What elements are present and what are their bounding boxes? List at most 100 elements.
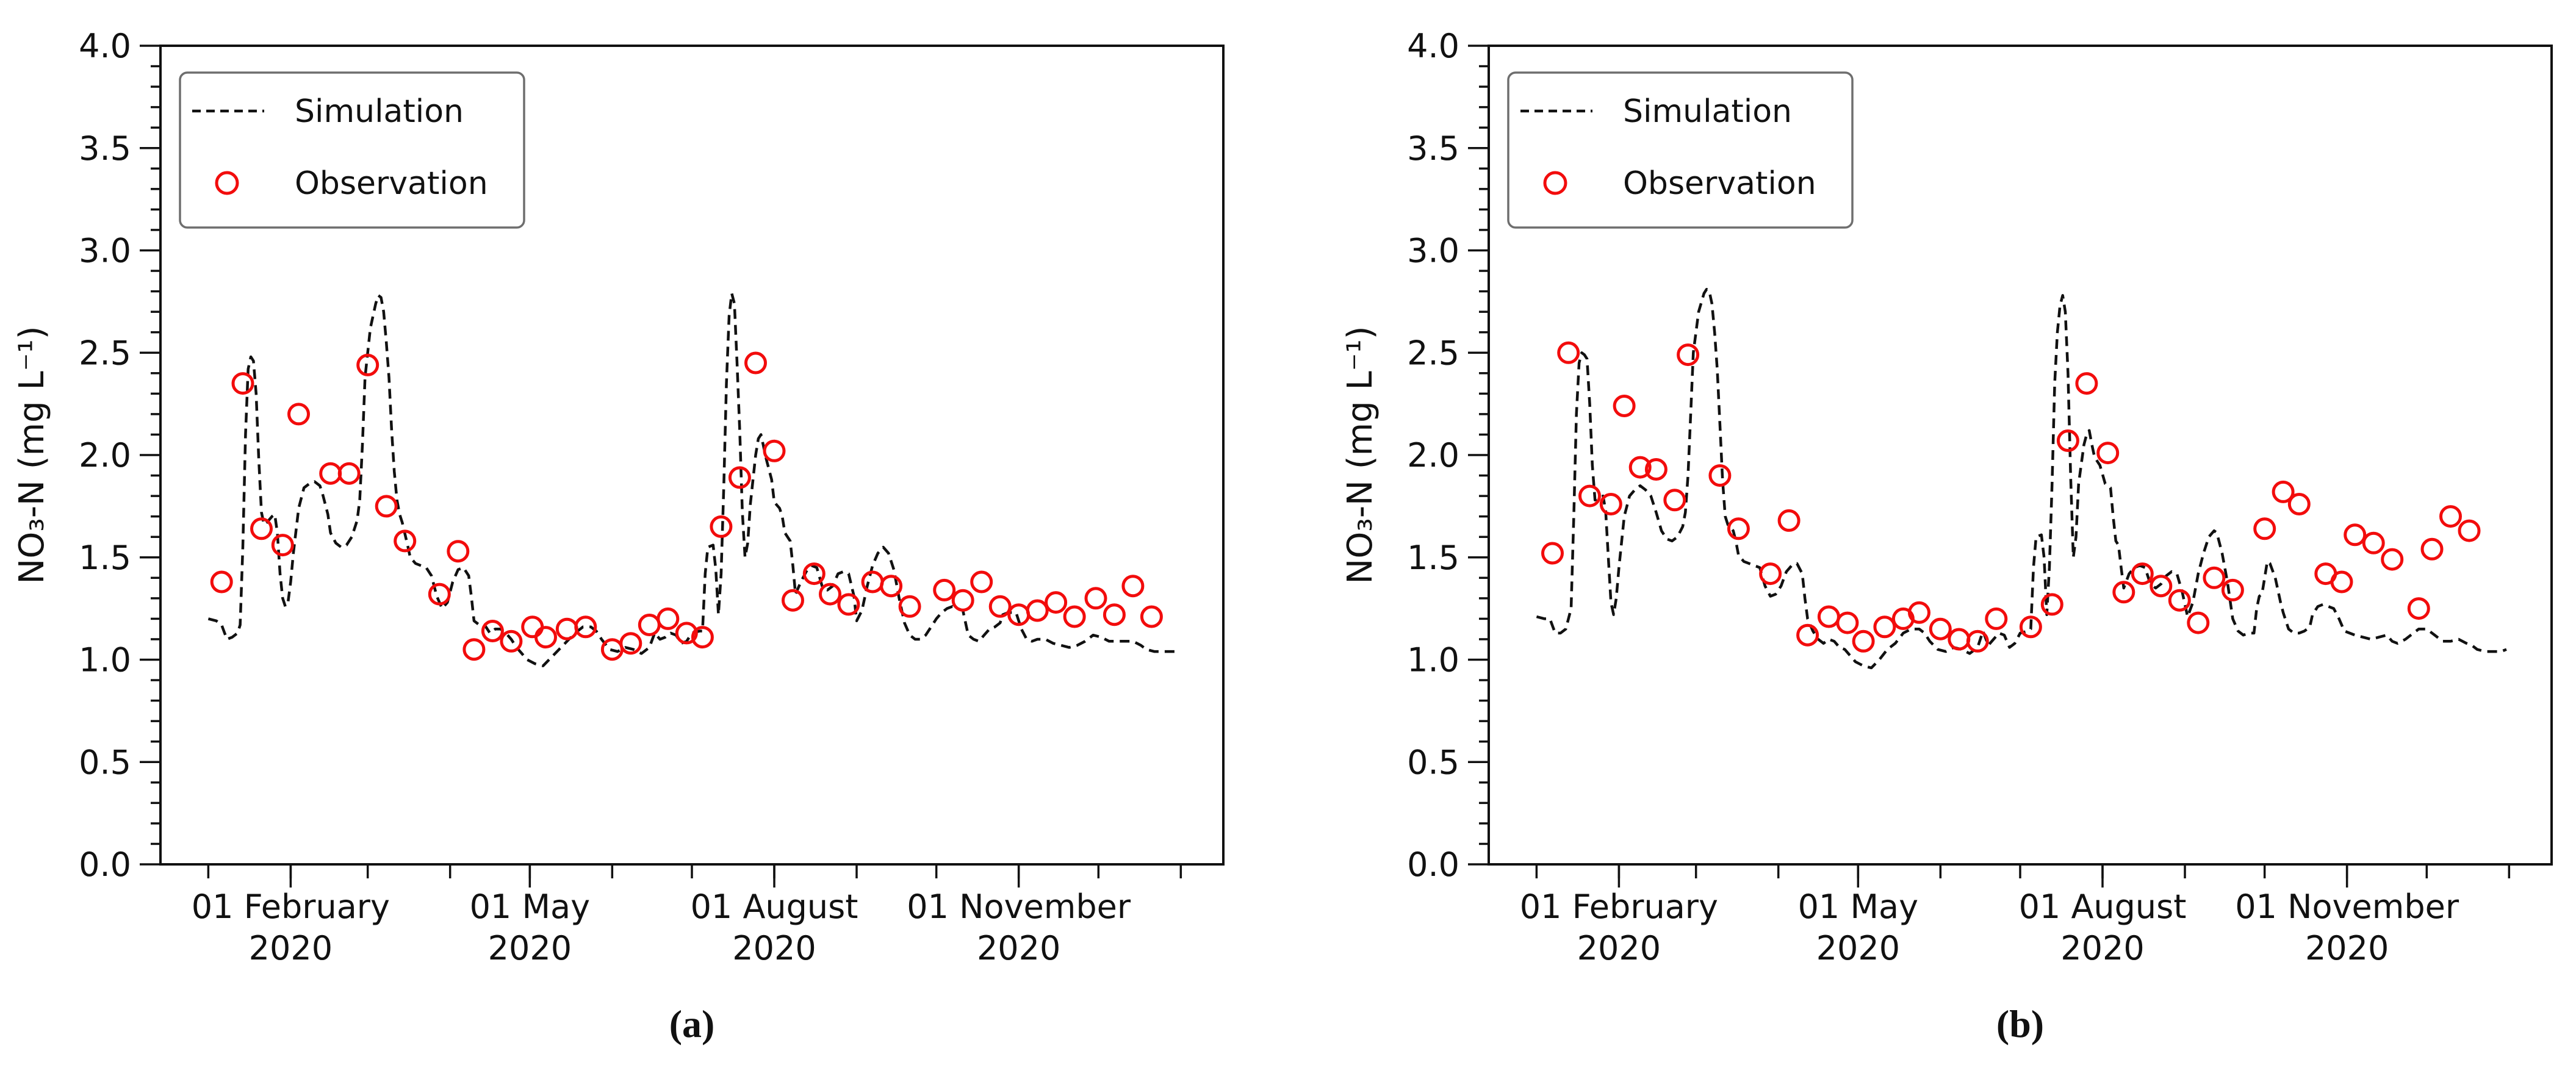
legend-label-simulation: Simulation [1623,93,1792,130]
observation-marker [837,593,860,616]
observation-marker [1985,607,2008,630]
y-axis: 0.0 0.5 1.0 1.5 2.0 2.5 3.0 3.5 4.0 [79,27,160,884]
observation-marker [933,578,956,601]
observation-marker [210,570,233,594]
y-tick-label: 2.0 [1407,436,1459,475]
observation-marker [2221,578,2244,601]
observation-marker [2056,429,2079,452]
x-tick-label: 01 August [2019,888,2187,926]
y-axis-title: NO₃-N (mg L⁻¹) [1340,326,1380,584]
x-tick-label: 2020 [1577,929,1661,967]
observation-marker [638,614,661,636]
legend-circle-sample [215,171,239,195]
observation-marker [271,534,294,557]
observation-points [210,351,1163,661]
observation-marker [2330,570,2353,594]
x-tick-label: 2020 [2060,929,2144,967]
observation-marker [1663,489,1686,512]
observation-marker [250,517,273,540]
simulation-line [207,292,1178,667]
y-tick-label: 2.5 [1407,334,1459,372]
observation-marker [521,615,544,639]
x-tick-label: 2020 [249,929,333,967]
y-tick-label: 0.5 [79,743,131,781]
legend: Simulation Observation [1507,71,1854,229]
observation-marker [2381,548,2404,571]
x-tick-label: 01 February [192,888,390,926]
y-tick-label: 3.5 [1407,129,1459,168]
y-axis-title: NO₃-N (mg L⁻¹) [12,326,52,584]
observation-marker [2439,505,2462,528]
observation-marker [728,466,751,489]
observation-marker [500,629,523,653]
x-tick-label: 2020 [977,929,1060,967]
x-tick-label: 01 August [691,888,858,926]
observation-marker [1026,599,1049,622]
observation-marker [2344,523,2367,547]
observation-marker [710,515,733,538]
legend-box [179,71,525,229]
observation-marker [1140,605,1163,628]
observation-marker [1796,623,1819,647]
y-tick-label: 1.0 [1407,641,1459,680]
x-tick-label: 01 May [1798,888,1919,926]
y-tick-label: 1.0 [79,641,131,680]
panel-a: 0.00.51.01.52.02.53.03.54.001 February20… [12,27,1225,1046]
observation-marker [2407,597,2430,620]
observation-marker [2203,566,2226,589]
observation-marker [356,353,380,376]
legend-label-observation: Observation [1623,165,1816,202]
observation-marker [287,403,310,426]
observation-marker [2131,562,2154,586]
observation-marker [988,595,1012,618]
x-tick-label: 2020 [488,929,572,967]
y-tick-label: 0.5 [1407,743,1459,781]
observation-marker [1578,484,1601,508]
observation-marker [1777,509,1801,532]
y-tick-label: 3.5 [79,129,131,168]
y-tick-label: 3.0 [79,232,131,270]
y-tick-label: 3.0 [1407,232,1459,270]
x-tick-label: 01 May [470,888,591,926]
observation-marker [534,626,557,649]
y-tick-label: 0.0 [79,845,131,884]
observation-marker [819,583,841,606]
observation-marker [2075,372,2098,395]
y-tick-label: 4.0 [79,27,131,65]
observation-marker [1045,591,1068,614]
legend-box [1507,71,1854,229]
observation-marker [1708,464,1732,487]
y-tick-label: 4.0 [1407,27,1459,65]
observation-marker [1929,617,1952,640]
observation-marker [1677,343,1700,367]
observation-marker [744,351,767,375]
observation-marker [2272,480,2295,503]
y-tick-label: 1.5 [79,539,131,577]
observation-marker [1103,603,1126,626]
observation-marker [1908,601,1930,624]
y-tick-label: 2.5 [79,334,131,372]
x-tick-label: 01 November [907,888,1131,926]
observation-marker [2458,519,2481,542]
observation-marker [428,583,451,606]
observation-marker [1817,605,1840,628]
observation-marker [1727,517,1750,540]
observation-marker [481,620,504,642]
observation-marker [231,372,254,395]
x-tick-label: 2020 [2305,929,2389,967]
observation-marker [861,570,884,594]
observation-marker [2096,442,2120,465]
panel-b: 0.00.51.01.52.02.53.03.54.001 February20… [1340,27,2553,1046]
legend-label-simulation: Simulation [295,93,464,130]
observation-marker [2112,581,2135,604]
legend: Simulation Observation [179,71,525,229]
observation-marker [574,615,597,639]
observation-marker [375,495,398,518]
observation-marker [1836,611,1859,634]
observation-marker [2187,611,2210,634]
observation-marker [691,626,714,649]
observation-marker [2253,517,2276,540]
